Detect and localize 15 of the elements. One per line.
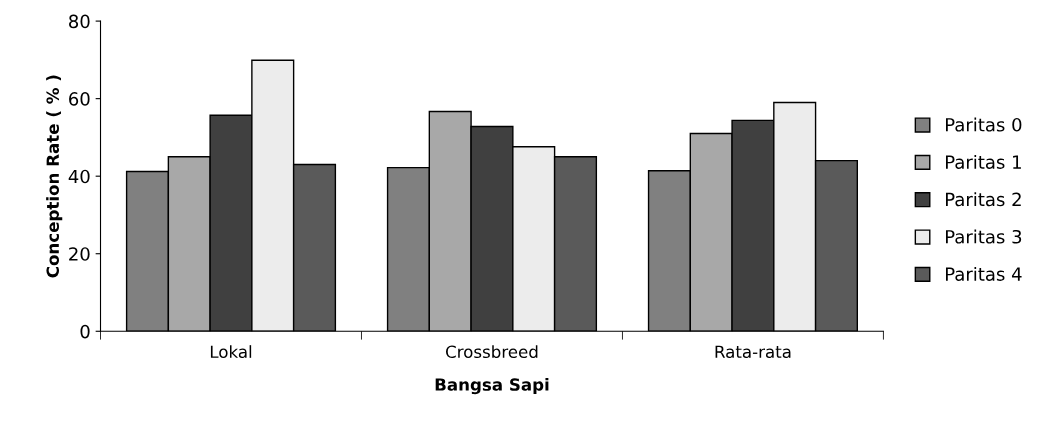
- x-tick-label: Lokal: [210, 345, 252, 359]
- y-tick-label: 80: [69, 14, 90, 29]
- y-tick-label: 60: [69, 92, 90, 106]
- x-tick-label: Rata-rata: [715, 345, 791, 359]
- y-axis-title: Conception Rate ( % ): [46, 75, 63, 278]
- legend-label: Paritas 0: [946, 117, 1022, 132]
- y-tick-label: 0: [80, 324, 90, 339]
- legend-label: Paritas 3: [946, 229, 1022, 244]
- x-axis-title: Bangsa Sapi: [435, 377, 549, 395]
- legend-label: Paritas 2: [946, 192, 1021, 207]
- y-tick-label: 40: [68, 169, 90, 184]
- x-tick-label: Crossbreed: [445, 345, 538, 359]
- legend-label: Paritas 1: [946, 154, 1021, 169]
- legend-label: Paritas 4: [946, 266, 1022, 281]
- y-tick-label: 20: [69, 247, 90, 261]
